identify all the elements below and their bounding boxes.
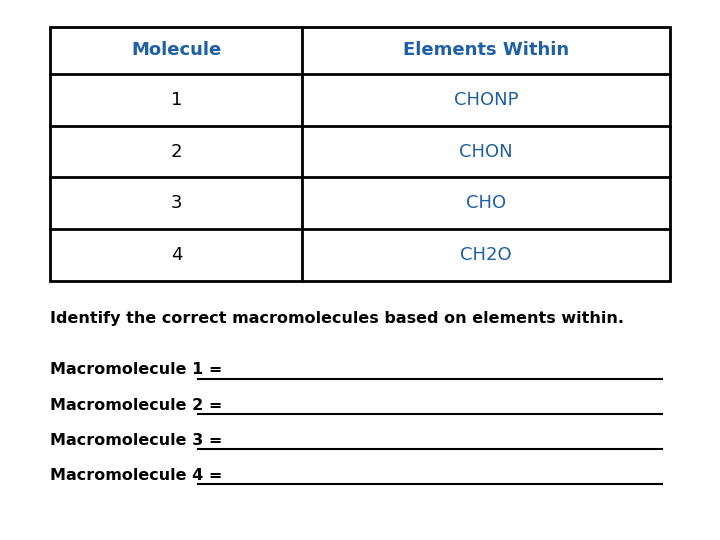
Text: CH2O: CH2O bbox=[460, 246, 512, 264]
Text: Macromolecule 4 =: Macromolecule 4 = bbox=[50, 468, 228, 483]
Text: 3: 3 bbox=[171, 194, 182, 212]
Text: Elements Within: Elements Within bbox=[403, 42, 569, 59]
Text: Macromolecule 3 =: Macromolecule 3 = bbox=[50, 433, 228, 448]
Text: Identify the correct macromolecules based on elements within.: Identify the correct macromolecules base… bbox=[50, 311, 624, 326]
Text: Molecule: Molecule bbox=[131, 42, 222, 59]
Text: Macromolecule 1 =: Macromolecule 1 = bbox=[50, 362, 228, 377]
Text: 2: 2 bbox=[171, 143, 182, 160]
Text: CHO: CHO bbox=[466, 194, 506, 212]
Text: Macromolecule 2 =: Macromolecule 2 = bbox=[50, 397, 228, 413]
Text: CHONP: CHONP bbox=[454, 91, 518, 109]
Bar bbox=[50, 27, 670, 281]
Text: CHON: CHON bbox=[459, 143, 513, 160]
Text: 4: 4 bbox=[171, 246, 182, 264]
Text: 1: 1 bbox=[171, 91, 182, 109]
